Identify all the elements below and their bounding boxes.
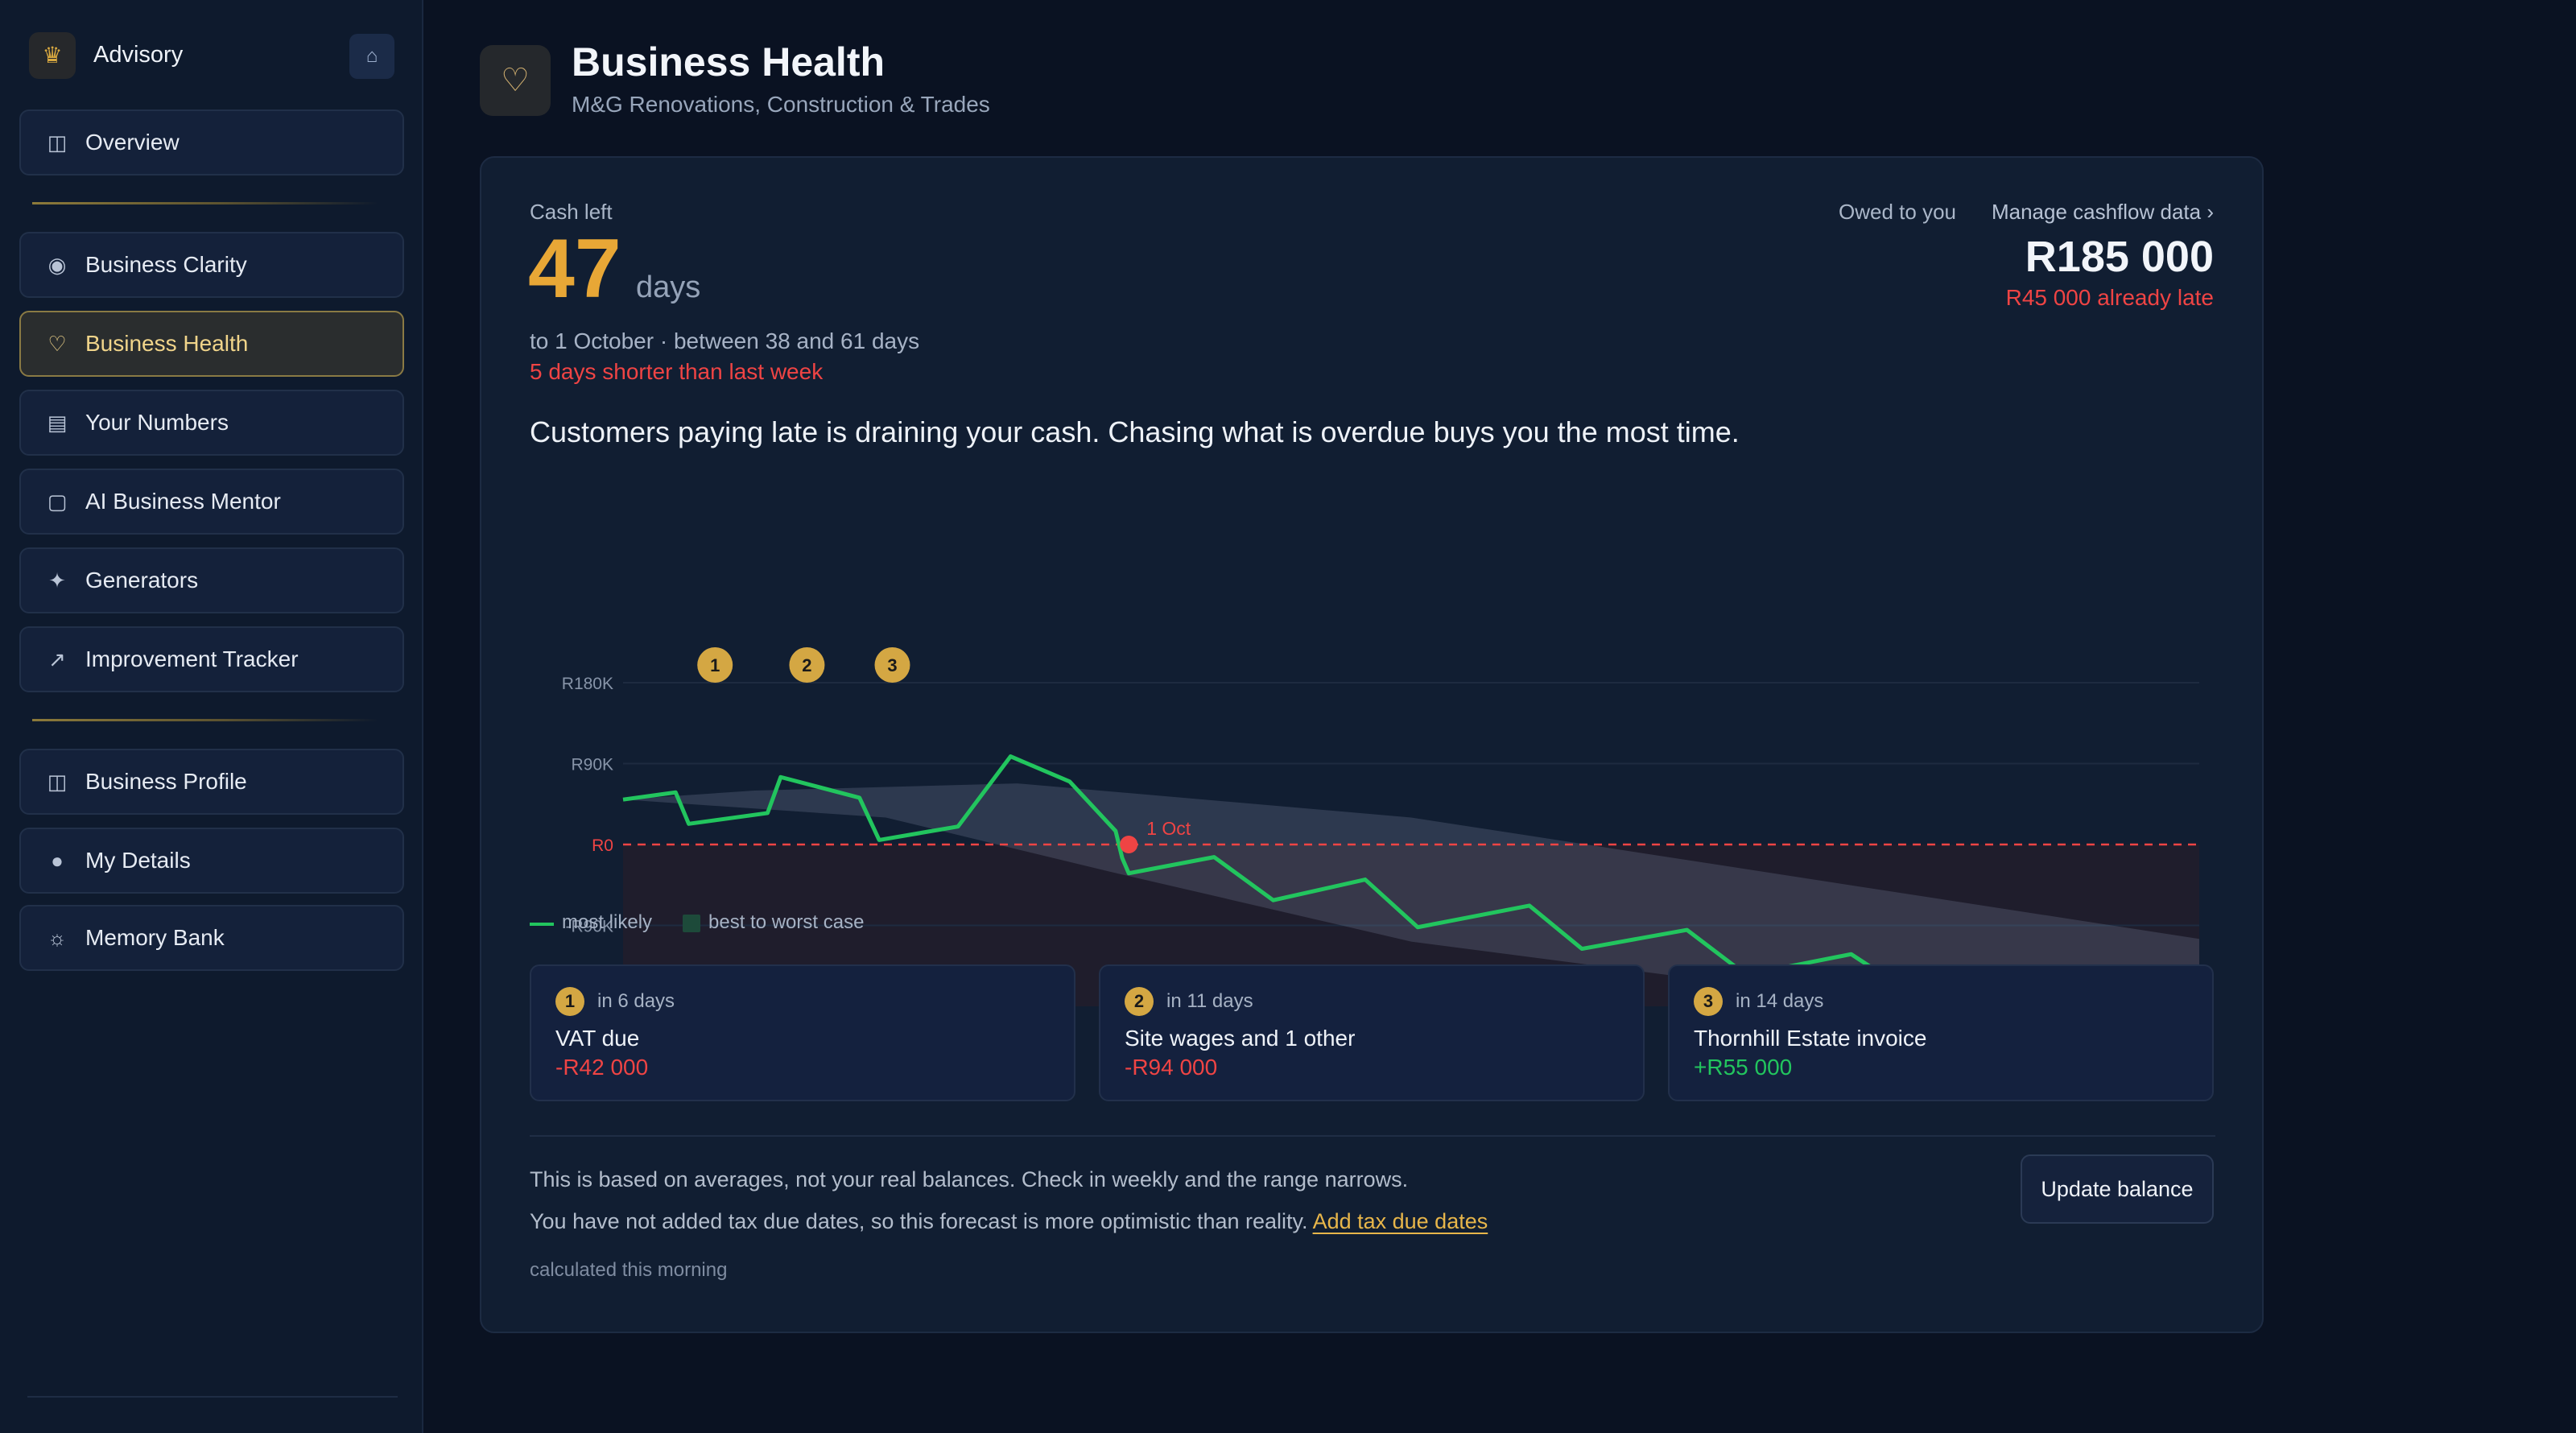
event-title: Site wages and 1 other xyxy=(1125,1026,1356,1051)
sidebar-item-generators[interactable]: ✦ Generators xyxy=(19,547,404,613)
page-subtitle: M&G Renovations, Construction & Trades xyxy=(572,92,990,117)
legend-line-swatch xyxy=(530,923,554,926)
event-when: in 11 days xyxy=(1166,990,1253,1012)
sidebar: ♛ Advisory ⌂ ◫ Overview ◉ Business Clarity ♡… xyxy=(0,0,423,1433)
event-marker-label: 1 xyxy=(710,655,720,675)
event-card[interactable]: 1 in 6 days VAT due -R42 000 xyxy=(530,964,1075,1101)
event-title: VAT due xyxy=(555,1026,640,1051)
forecast-note: This is based on averages, not your real… xyxy=(530,1167,1409,1191)
best-worst-band xyxy=(623,783,2199,1006)
heart-icon: ♡ xyxy=(480,45,551,116)
event-marker-1 xyxy=(697,647,733,683)
event-badge: 2 xyxy=(1125,987,1154,1016)
legend-box-swatch xyxy=(683,915,700,932)
cash-days-unit: days xyxy=(636,270,701,304)
calculated-timestamp: calculated this morning xyxy=(530,1259,728,1281)
add-tax-dates-link[interactable]: Add tax due dates xyxy=(1312,1209,1488,1233)
event-when: in 6 days xyxy=(597,990,675,1012)
user-icon: ● xyxy=(51,849,64,873)
sidebar-divider xyxy=(32,719,378,721)
event-marker-3 xyxy=(874,647,910,683)
target-icon: ◉ xyxy=(47,253,67,277)
sidebar-item-label: My Details xyxy=(85,848,191,873)
cash-change-text: 5 days shorter than last week xyxy=(530,359,824,384)
sidebar-item-improvement-tracker[interactable]: ↗ Improvement Tracker xyxy=(19,626,404,692)
layout-icon: ◫ xyxy=(47,130,68,155)
bulb-icon: ☼ xyxy=(47,926,67,950)
tax-warning-text: You have not added tax due dates, so thi… xyxy=(530,1209,1308,1233)
event-amount: +R55 000 xyxy=(1694,1055,1793,1080)
zero-crossing-marker xyxy=(1120,836,1138,853)
sidebar-item-label: Business Profile xyxy=(85,769,247,794)
brand: ♛ Advisory ⌂ xyxy=(29,32,394,81)
table-icon: ▤ xyxy=(47,411,68,435)
update-balance-button[interactable]: Update balance xyxy=(2021,1154,2214,1224)
sidebar-item-my-details[interactable]: ● My Details xyxy=(19,828,404,894)
card-divider xyxy=(530,1135,2215,1137)
sidebar-item-label: AI Business Mentor xyxy=(85,489,281,514)
y-tick-label: R90K xyxy=(571,756,613,774)
sidebar-item-business-clarity[interactable]: ◉ Business Clarity xyxy=(19,232,404,298)
sidebar-item-business-profile[interactable]: ◫ Business Profile xyxy=(19,749,404,815)
owed-late-text: R45 000 already late xyxy=(2005,285,2214,310)
owed-amount: R185 000 xyxy=(2025,233,2214,281)
event-title: Thornhill Estate invoice xyxy=(1694,1026,1927,1051)
event-marker-2 xyxy=(789,647,825,683)
event-amount: -R94 000 xyxy=(1125,1055,1218,1080)
sidebar-item-label: Memory Bank xyxy=(85,925,225,950)
home-icon[interactable]: ⌂ xyxy=(349,34,394,79)
sidebar-footer-divider xyxy=(27,1396,398,1398)
legend-most-likely: most likely xyxy=(562,911,653,933)
sidebar-item-overview[interactable]: ◫ Overview xyxy=(19,109,404,176)
sidebar-item-memory-bank[interactable]: ☼ Memory Bank xyxy=(19,905,404,971)
event-badge: 3 xyxy=(1694,987,1723,1016)
cash-forecast-card: Cash left 47 days to 1 October · between… xyxy=(480,156,2264,1333)
trend-icon: ↗ xyxy=(48,647,66,671)
sidebar-item-label: Overview xyxy=(85,130,180,155)
manage-cashflow-link[interactable]: Manage cashflow data › xyxy=(1991,200,2214,224)
profile-icon: ◫ xyxy=(47,770,68,794)
chart-legend: most likely best to worst case xyxy=(530,906,1174,939)
event-when: in 14 days xyxy=(1736,990,1824,1012)
insight-headline: Customers paying late is draining your c… xyxy=(530,415,1740,448)
sidebar-item-label: Generators xyxy=(85,568,199,593)
owed-label: Owed to you xyxy=(1839,200,1956,224)
y-tick-label: -R90K xyxy=(565,918,613,936)
crown-icon: ♛ xyxy=(29,32,76,79)
sidebar-item-your-numbers[interactable]: ▤ Your Numbers xyxy=(19,390,404,456)
sidebar-item-label: Business Clarity xyxy=(85,252,247,277)
event-card[interactable]: 3 in 14 days Thornhill Estate invoice +R… xyxy=(1668,964,2214,1101)
chat-icon: ▢ xyxy=(47,489,68,514)
heart-icon: ♡ xyxy=(47,332,67,356)
event-amount: -R42 000 xyxy=(555,1055,649,1080)
event-marker-label: 2 xyxy=(802,655,811,675)
tax-warning-note: You have not added tax due dates, so thi… xyxy=(530,1209,1488,1234)
sparkle-icon: ✦ xyxy=(48,568,66,593)
page-title: Business Health xyxy=(572,39,886,85)
sidebar-item-business-health[interactable]: ♡ Business Health xyxy=(19,311,404,377)
sidebar-item-label: Your Numbers xyxy=(85,410,229,435)
sidebar-item-label: Improvement Tracker xyxy=(85,646,299,671)
cash-left-label: Cash left xyxy=(530,200,613,224)
legend-best-worst: best to worst case xyxy=(708,911,865,933)
y-tick-label: R180K xyxy=(562,675,613,693)
cash-days-value: 47 xyxy=(528,222,621,316)
brand-label: Advisory xyxy=(93,42,184,68)
zero-crossing-label: 1 Oct xyxy=(1146,818,1191,839)
event-marker-label: 3 xyxy=(887,655,897,675)
sidebar-divider xyxy=(32,202,378,204)
y-tick-label: R0 xyxy=(592,836,613,855)
cash-range-text: to 1 October · between 38 and 61 days xyxy=(530,328,920,353)
sidebar-item-label: Business Health xyxy=(85,331,249,356)
event-badge: 1 xyxy=(555,987,584,1016)
sidebar-item-ai-business-mentor[interactable]: ▢ AI Business Mentor xyxy=(19,469,404,535)
event-card[interactable]: 2 in 11 days Site wages and 1 other -R94… xyxy=(1099,964,1645,1101)
